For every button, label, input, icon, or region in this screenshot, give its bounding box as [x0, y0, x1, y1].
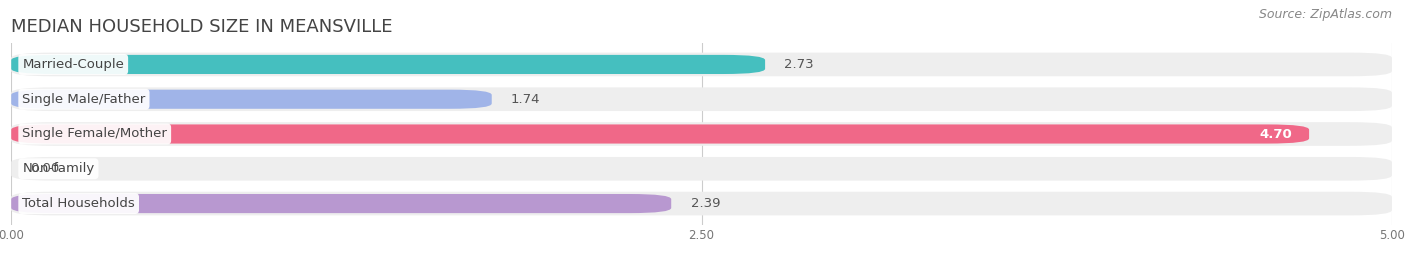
- FancyBboxPatch shape: [11, 157, 1392, 181]
- Text: Total Households: Total Households: [22, 197, 135, 210]
- Text: Non-family: Non-family: [22, 162, 94, 175]
- FancyBboxPatch shape: [11, 124, 1309, 144]
- FancyBboxPatch shape: [11, 192, 1392, 215]
- FancyBboxPatch shape: [11, 194, 671, 213]
- Text: 0.00: 0.00: [31, 162, 60, 175]
- Text: Married-Couple: Married-Couple: [22, 58, 124, 71]
- Text: Single Female/Mother: Single Female/Mother: [22, 128, 167, 140]
- FancyBboxPatch shape: [11, 87, 1392, 111]
- Text: 4.70: 4.70: [1260, 128, 1292, 140]
- FancyBboxPatch shape: [11, 90, 492, 109]
- Text: 2.73: 2.73: [785, 58, 814, 71]
- FancyBboxPatch shape: [11, 122, 1392, 146]
- Text: Single Male/Father: Single Male/Father: [22, 93, 146, 106]
- Text: Source: ZipAtlas.com: Source: ZipAtlas.com: [1258, 8, 1392, 21]
- Text: MEDIAN HOUSEHOLD SIZE IN MEANSVILLE: MEDIAN HOUSEHOLD SIZE IN MEANSVILLE: [11, 18, 392, 36]
- FancyBboxPatch shape: [11, 53, 1392, 76]
- Text: 2.39: 2.39: [690, 197, 720, 210]
- Text: 1.74: 1.74: [510, 93, 540, 106]
- FancyBboxPatch shape: [11, 55, 765, 74]
